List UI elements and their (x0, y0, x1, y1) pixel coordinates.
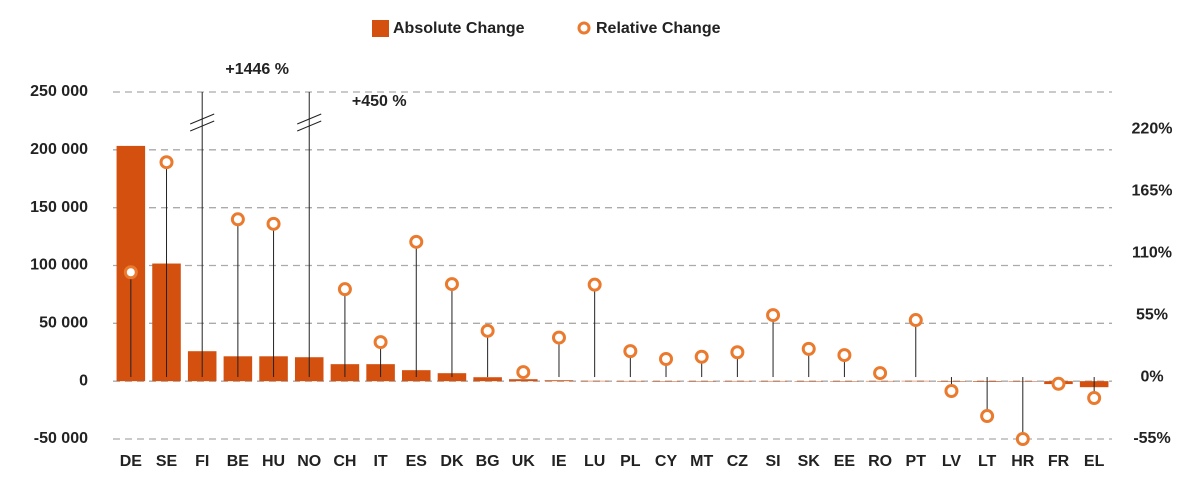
x-tick-label: CZ (727, 453, 749, 470)
x-tick-label: FR (1048, 453, 1070, 470)
x-tick-label: FI (195, 453, 209, 470)
dot (980, 409, 995, 424)
break-mark (190, 113, 215, 125)
x-tick-label: CH (333, 453, 356, 470)
y-tick-label: 0 (79, 372, 88, 389)
dot (801, 341, 816, 356)
dot (516, 365, 531, 380)
dot (1087, 390, 1102, 405)
legend-swatch (577, 21, 591, 35)
legend-label: Relative Change (596, 20, 721, 37)
break-mark (190, 120, 215, 132)
x-tick-label: LV (942, 453, 962, 470)
y2-tick-label: 0% (1140, 368, 1163, 385)
dot (766, 308, 781, 323)
y2-tick-label: 165% (1132, 182, 1173, 199)
x-tick-label: UK (512, 453, 536, 470)
x-tick-label: LU (584, 453, 605, 470)
y2-tick-label: 220% (1132, 120, 1173, 137)
dot (837, 348, 852, 363)
y2-tick-label: 55% (1136, 306, 1168, 323)
dot (944, 384, 959, 399)
bar (616, 380, 645, 382)
x-tick-label: RO (868, 453, 892, 470)
bar (580, 380, 609, 382)
dot (480, 323, 495, 338)
dot (444, 277, 459, 292)
y-tick-label: 50 000 (39, 315, 88, 332)
dot (373, 335, 388, 350)
x-tick-label: PT (906, 453, 927, 470)
dot (159, 155, 174, 170)
x-tick-label: HU (262, 453, 285, 470)
x-tick-label: LT (978, 453, 997, 470)
annotation: +1446 % (225, 61, 289, 78)
y-tick-label: -50 000 (34, 430, 88, 447)
x-tick-label: EE (834, 453, 856, 470)
bar (901, 380, 931, 382)
x-tick-label: SK (798, 453, 821, 470)
bar (865, 380, 895, 382)
x-tick-label: BG (476, 453, 500, 470)
x-tick-label: HR (1011, 453, 1035, 470)
dot (1051, 376, 1066, 391)
dot (230, 212, 245, 227)
bar (473, 377, 502, 382)
dot (551, 330, 566, 345)
bar (723, 380, 752, 382)
dot (409, 234, 424, 249)
x-tick-label: IT (373, 453, 387, 470)
bar (758, 380, 788, 382)
annotation: +450 % (352, 93, 407, 110)
legend-swatch (372, 20, 389, 37)
dot (587, 277, 602, 292)
bar (794, 381, 824, 382)
break-mark (297, 113, 322, 125)
bar (651, 381, 681, 382)
y2-tick-label: -55% (1133, 430, 1170, 447)
x-tick-label: EL (1084, 453, 1105, 470)
dot (659, 352, 674, 367)
bar (544, 380, 574, 382)
x-tick-label: DE (120, 453, 143, 470)
bar (687, 381, 716, 382)
dot (337, 282, 352, 297)
break-mark (297, 120, 322, 132)
x-tick-label: CY (655, 453, 678, 470)
y-tick-label: 100 000 (30, 257, 88, 274)
x-tick-label: NO (297, 453, 321, 470)
x-tick-label: DK (440, 453, 464, 470)
x-tick-label: IE (551, 453, 566, 470)
dot (266, 216, 281, 231)
dot (1015, 432, 1030, 446)
x-tick-label: SI (765, 453, 780, 470)
y-tick-label: 250 000 (30, 83, 88, 100)
dot (873, 366, 888, 381)
x-tick-label: SE (156, 453, 178, 470)
x-tick-label: BE (227, 453, 250, 470)
dot (694, 349, 709, 364)
dot (623, 344, 638, 359)
dot (730, 345, 745, 360)
y-tick-label: 200 000 (30, 141, 88, 158)
y2-tick-label: 110% (1132, 244, 1172, 261)
bar (437, 373, 467, 382)
x-tick-label: PL (620, 453, 641, 470)
y-tick-label: 150 000 (30, 199, 88, 216)
x-tick-label: ES (406, 453, 428, 470)
legend-label: Absolute Change (393, 20, 525, 37)
dot (908, 313, 923, 328)
bar (830, 381, 859, 382)
bar (509, 379, 538, 382)
dot (123, 265, 138, 280)
x-tick-label: MT (690, 453, 713, 470)
